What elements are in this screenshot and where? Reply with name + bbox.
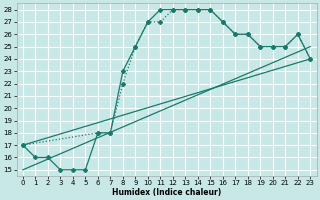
X-axis label: Humidex (Indice chaleur): Humidex (Indice chaleur) [112, 188, 221, 197]
